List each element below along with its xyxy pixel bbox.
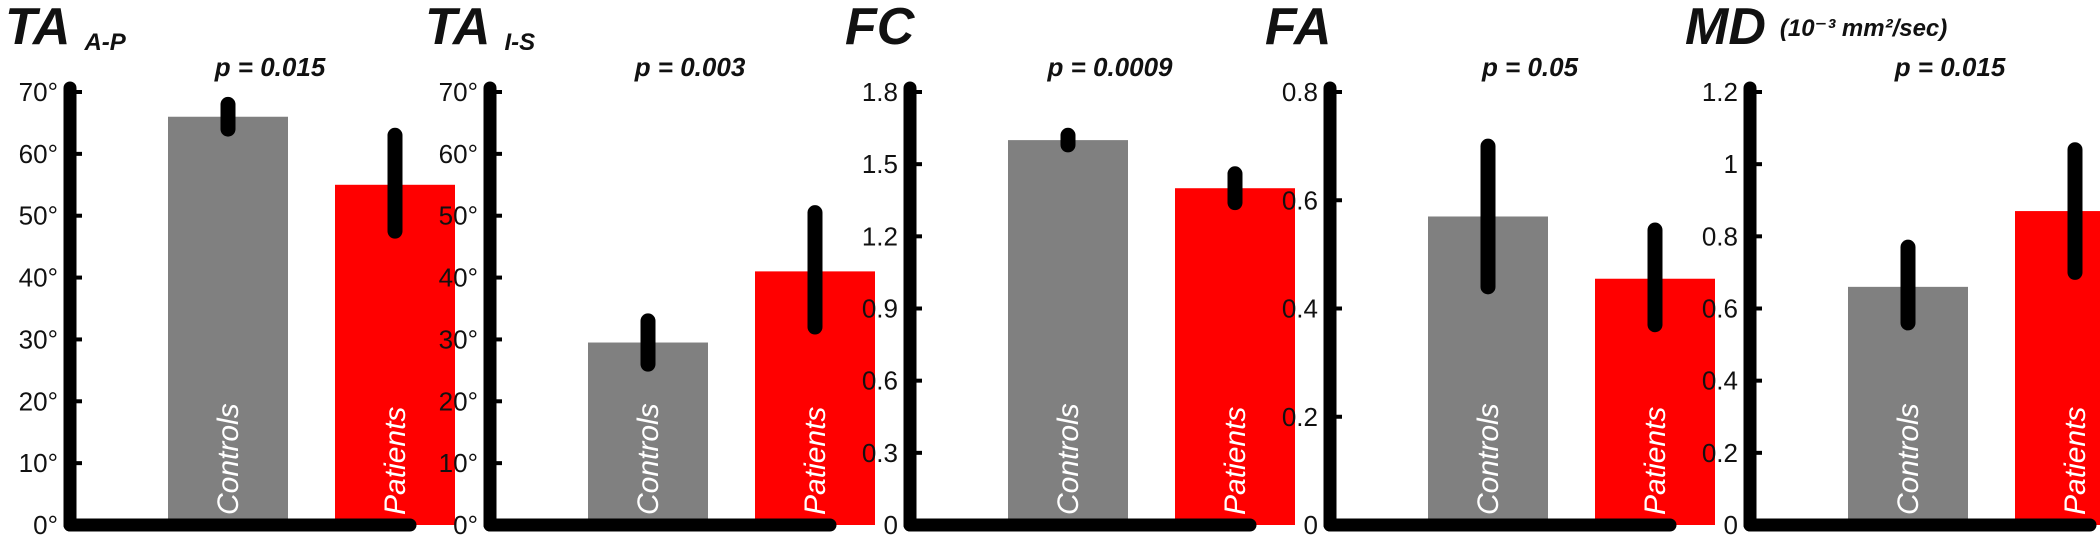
y-tick-label: 40°	[439, 263, 478, 293]
y-tick-label: 0°	[33, 510, 58, 540]
y-tick-label: 0.2	[1282, 402, 1318, 432]
y-tick-label: 0.2	[1702, 438, 1738, 468]
bar-controls	[168, 116, 288, 525]
y-tick-label: 0.8	[1282, 77, 1318, 107]
panel-subtitle: I-S	[504, 29, 535, 56]
bar-label-patients: Patients	[2059, 407, 2092, 515]
y-tick-label: 0	[1724, 510, 1738, 540]
y-tick-label: 0°	[453, 510, 478, 540]
y-tick-label: 30°	[19, 324, 58, 354]
y-tick-label: 0.9	[862, 294, 898, 324]
bar-label-patients: Patients	[1219, 407, 1252, 515]
y-tick-label: 50°	[439, 201, 478, 231]
panel-title: MD	[1685, 0, 1766, 56]
y-tick-label: 0	[1304, 510, 1318, 540]
y-tick-label: 60°	[439, 139, 478, 169]
y-tick-label: 0.6	[1282, 185, 1318, 215]
y-tick-label: 20°	[439, 386, 478, 416]
y-tick-label: 0.8	[1702, 221, 1738, 251]
bar-patients	[2015, 211, 2100, 525]
y-tick-label: 0.4	[1702, 366, 1738, 396]
y-tick-label: 30°	[439, 324, 478, 354]
bar-controls	[1008, 140, 1128, 525]
y-tick-label: 40°	[19, 263, 58, 293]
y-tick-label: 70°	[439, 77, 478, 107]
panel-title: TA	[425, 0, 490, 56]
bar-label-controls: Controls	[632, 403, 665, 515]
panel-subtitle: (10⁻³ mm²/sec)	[1780, 15, 1947, 42]
p-value-label: p = 0.003	[634, 52, 746, 82]
p-value-label: p = 0.015	[214, 52, 326, 82]
bar-label-controls: Controls	[1892, 403, 1925, 515]
y-tick-label: 10°	[19, 448, 58, 478]
y-tick-label: 0.3	[862, 438, 898, 468]
y-tick-label: 1	[1724, 149, 1738, 179]
p-value-label: p = 0.0009	[1046, 52, 1173, 82]
bar-patients	[335, 184, 455, 526]
y-tick-label: 20°	[19, 386, 58, 416]
bar-controls	[588, 342, 708, 525]
y-tick-label: 0.6	[1702, 294, 1738, 324]
bar-patients	[1175, 188, 1295, 525]
panel-subtitle: A-P	[83, 29, 126, 56]
bar-label-patients: Patients	[1639, 407, 1672, 515]
y-tick-label: 0	[884, 510, 898, 540]
y-tick-label: 10°	[439, 448, 478, 478]
y-tick-label: 1.2	[1702, 77, 1738, 107]
y-tick-label: 1.2	[862, 221, 898, 251]
y-tick-label: 0.4	[1282, 294, 1318, 324]
y-tick-label: 60°	[19, 139, 58, 169]
y-tick-label: 70°	[19, 77, 58, 107]
panel-title: FA	[1265, 0, 1331, 56]
bar-label-controls: Controls	[212, 403, 245, 515]
panel-title: FC	[845, 0, 916, 56]
y-tick-label: 0.6	[862, 366, 898, 396]
bar-label-patients: Patients	[799, 407, 832, 515]
y-tick-label: 50°	[19, 201, 58, 231]
bar-label-patients: Patients	[379, 407, 412, 515]
p-value-label: p = 0.015	[1894, 52, 2006, 82]
y-tick-label: 1.8	[862, 77, 898, 107]
p-value-label: p = 0.05	[1481, 52, 1579, 82]
bar-label-controls: Controls	[1052, 403, 1085, 515]
y-tick-label: 1.5	[862, 149, 898, 179]
bar-label-controls: Controls	[1472, 403, 1505, 515]
panel-title: TA	[5, 0, 70, 56]
